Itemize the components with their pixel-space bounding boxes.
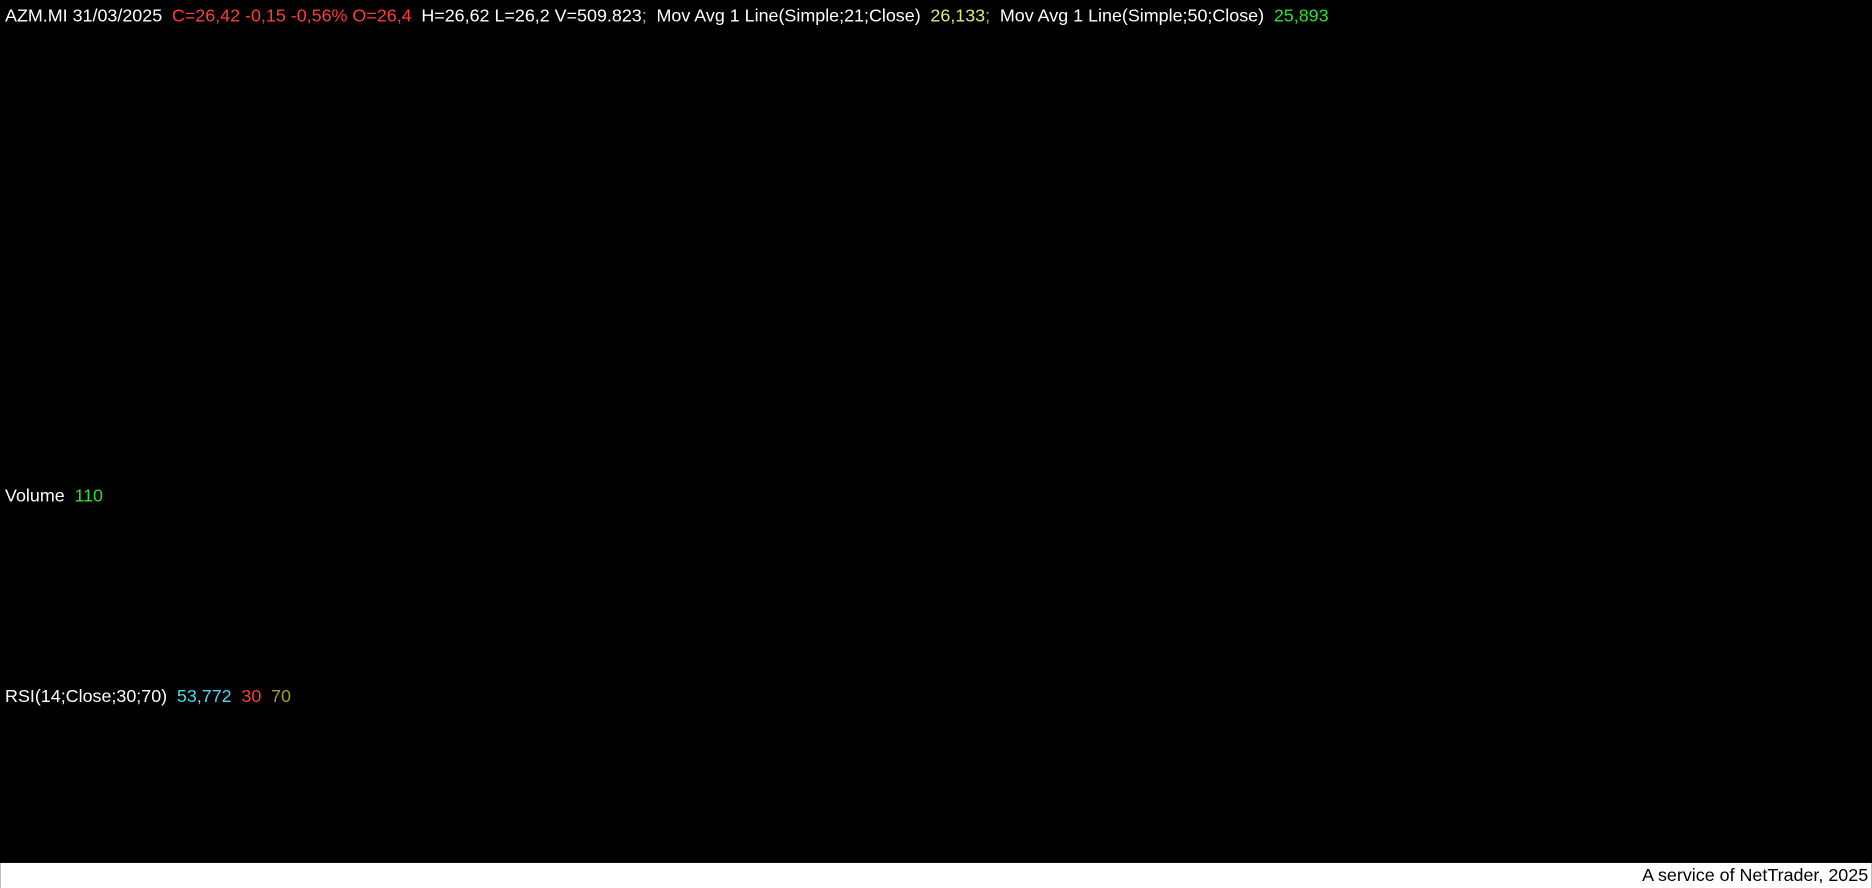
legend-value: 53,772	[177, 686, 232, 706]
quote-change: C=26,42 -0,15 -0,56% O=26,4	[172, 5, 412, 25]
price-header: AZM.MI 31/03/2025 C=26,42 -0,15 -0,56% O…	[5, 5, 1329, 25]
legend-value: 30	[241, 686, 261, 706]
footer: A service of NetTrader, 2025	[1642, 865, 1868, 885]
separator: ;	[985, 5, 990, 25]
footer-band	[0, 862, 1872, 888]
legend-value: 25,893	[1274, 5, 1329, 25]
quote-range: H=26,62 L=26,2 V=509.823	[421, 5, 641, 25]
panel-title: RSI(14;Close;30;70)	[5, 686, 167, 706]
volume-header: Volume 110	[5, 485, 103, 505]
legend-entry: Mov Avg 1 Line(Simple;50;Close)	[1000, 5, 1264, 25]
panel-title: Volume	[5, 485, 65, 505]
legend-value: 70	[271, 686, 291, 706]
legend-value: 110	[74, 485, 103, 505]
legend-entry: Mov Avg 1 Line(Simple;21;Close)	[656, 5, 920, 25]
separator: ;	[642, 5, 647, 25]
rsi-header: RSI(14;Close;30;70) 53,772 30 70	[5, 686, 291, 706]
symbol: AZM.MI 31/03/2025	[5, 5, 162, 25]
legend-value: 26,133	[930, 5, 985, 25]
